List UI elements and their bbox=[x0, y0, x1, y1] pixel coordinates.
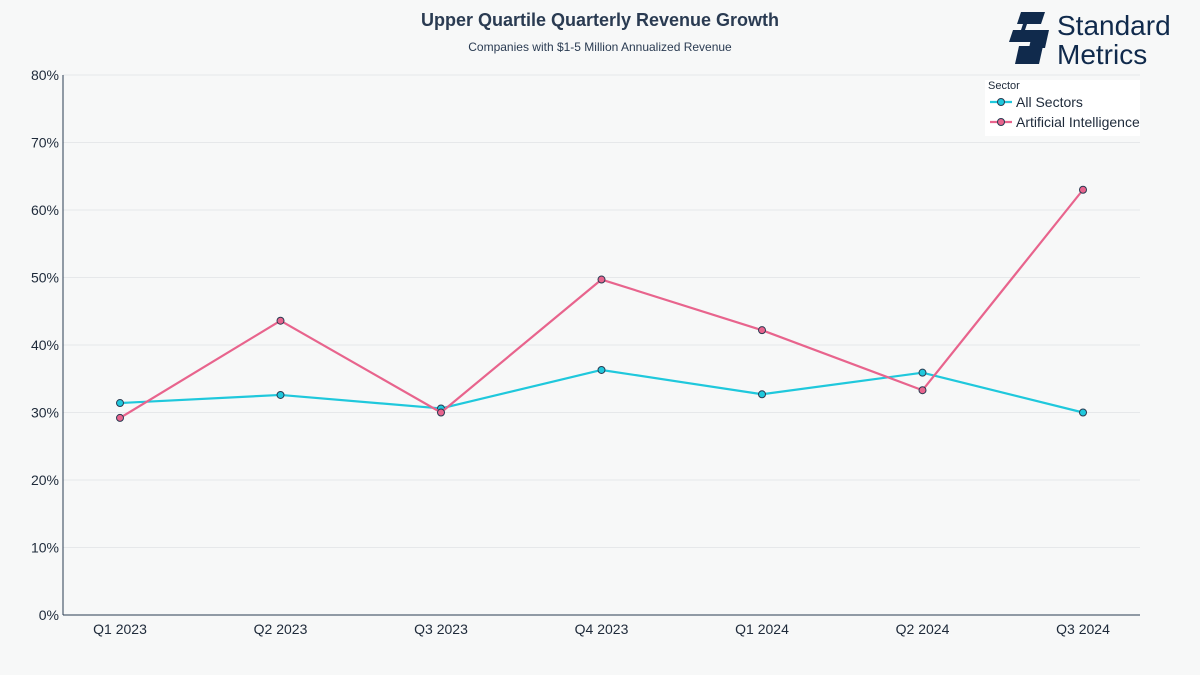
legend-title: Sector bbox=[988, 80, 1020, 92]
data-point bbox=[1079, 408, 1087, 417]
legend-item-all-sectors[interactable]: All Sectors bbox=[990, 94, 1083, 110]
x-tick-label: Q3 2023 bbox=[414, 621, 468, 637]
legend-swatch-marker bbox=[997, 118, 1005, 126]
y-tick-label: 20% bbox=[31, 472, 59, 488]
data-point bbox=[276, 316, 285, 325]
data-point bbox=[116, 399, 124, 408]
y-tick-label: 10% bbox=[31, 540, 59, 556]
data-point bbox=[918, 386, 927, 395]
y-tick-label: 40% bbox=[31, 337, 59, 353]
data-point bbox=[116, 413, 124, 422]
data-point bbox=[437, 408, 445, 417]
logo-text-line2: Metrics bbox=[1057, 39, 1147, 68]
logo-text-line1: Standard bbox=[1057, 10, 1170, 41]
x-tick-label: Q4 2023 bbox=[575, 621, 629, 637]
x-tick-label: Q2 2023 bbox=[254, 621, 308, 637]
x-tick-label: Q1 2023 bbox=[93, 621, 147, 637]
standard-metrics-logo: Standard Metrics bbox=[1009, 10, 1170, 68]
data-point bbox=[597, 275, 606, 284]
series-artificial-intelligence bbox=[116, 185, 1087, 422]
axes: 0% 10% 20% 30% 40% 50% 60% 70% 80% Q1 2023 Q2 2023… bbox=[31, 67, 1140, 637]
legend-swatch-marker bbox=[997, 98, 1005, 106]
data-point bbox=[597, 365, 606, 374]
y-tick-label: 30% bbox=[31, 405, 59, 421]
y-tick-label: 70% bbox=[31, 135, 59, 151]
x-tick-label: Q2 2024 bbox=[896, 621, 950, 637]
chart-title: Upper Quartile Quarterly Revenue Growth bbox=[421, 10, 779, 30]
legend-item-artificial-intelligence[interactable]: Artificial Intelligence bbox=[990, 114, 1140, 130]
series-group bbox=[116, 185, 1087, 422]
y-tick-label: 80% bbox=[31, 67, 59, 83]
y-tick-label: 60% bbox=[31, 202, 59, 218]
data-point bbox=[758, 326, 766, 335]
legend[interactable]: Sector All Sectors Artificial Intelligence bbox=[985, 80, 1140, 136]
series-line bbox=[119, 368, 1084, 414]
legend-label: All Sectors bbox=[1016, 94, 1083, 110]
y-tick-label: 50% bbox=[31, 270, 59, 286]
x-tick-label: Q3 2024 bbox=[1056, 621, 1110, 637]
data-point bbox=[276, 390, 285, 399]
series-line bbox=[119, 189, 1084, 419]
legend-box bbox=[985, 80, 1140, 136]
data-point bbox=[758, 390, 766, 399]
gridlines bbox=[63, 74, 1140, 548]
x-tick-label: Q1 2024 bbox=[735, 621, 789, 637]
series-all-sectors bbox=[116, 365, 1087, 417]
chart-subtitle: Companies with $1-5 Million Annualized R… bbox=[468, 40, 732, 54]
y-tick-label: 0% bbox=[39, 607, 59, 623]
legend-label: Artificial Intelligence bbox=[1016, 114, 1140, 130]
logo-mark-icon bbox=[1009, 12, 1049, 64]
data-point bbox=[918, 368, 927, 377]
data-point bbox=[1079, 185, 1087, 194]
